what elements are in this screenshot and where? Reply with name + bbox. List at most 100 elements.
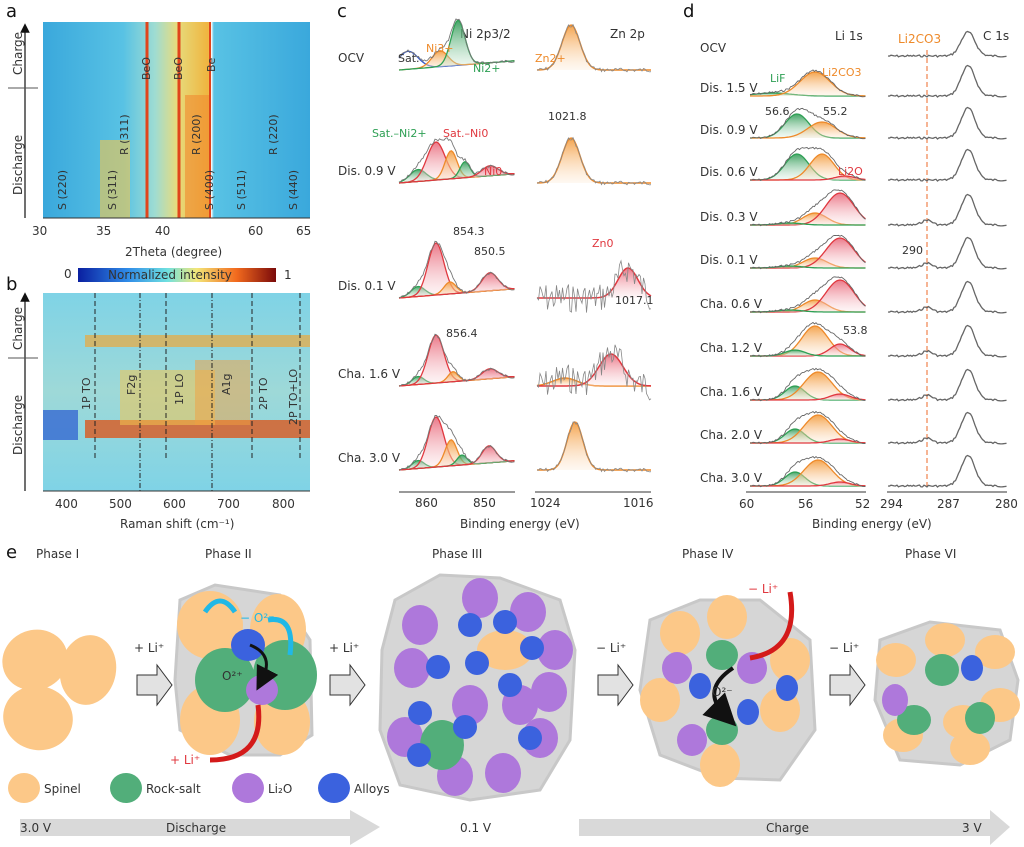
peak-fill: [750, 213, 866, 225]
c-xticks: 860 850 1024 1016: [415, 496, 654, 510]
xtick: 287: [937, 497, 960, 511]
panel-label-c: c: [337, 1, 347, 22]
row-label: OCV: [700, 41, 727, 55]
annot: S (511): [235, 170, 248, 210]
alloy-particle: [453, 715, 477, 739]
peak-fill: [399, 272, 515, 298]
discharge-start: 3.0 V: [20, 821, 52, 835]
rocksalt-particle: [706, 715, 738, 745]
spinel-particle: [59, 635, 117, 705]
alloy-particle: [465, 651, 489, 675]
peak-value: 850.5: [474, 245, 506, 258]
row-label: Dis. 0.1 V: [700, 253, 758, 267]
peak-fit: [750, 393, 866, 401]
li2o-particle: [882, 684, 908, 716]
li-spectrum: [749, 367, 866, 402]
li2o-particle: [662, 652, 692, 684]
xtick: 56: [798, 497, 813, 511]
row-label: Cha. 1.6 V: [338, 367, 401, 381]
c1s-spectrum: [887, 280, 1007, 314]
mode: 1P LO: [173, 373, 186, 405]
c-title: C 1s: [983, 29, 1009, 43]
xtick: 60: [248, 224, 263, 238]
annot: S (400): [203, 170, 216, 210]
peak-fill: [750, 300, 866, 312]
xtick: 600: [163, 497, 186, 511]
colorbar-max: 1: [284, 268, 292, 282]
rocksalt-particle: [706, 640, 738, 670]
mode: 1P TO: [80, 377, 93, 410]
peak-fill: [399, 20, 515, 70]
rocksalt-particle: [897, 705, 931, 735]
panel-label-d: d: [683, 1, 694, 22]
c1s-spectrum: [887, 411, 1007, 445]
peak-label: Ni2+: [473, 62, 501, 75]
peak-label: Li2CO3: [822, 66, 862, 79]
zn-spectrum: [536, 421, 652, 473]
raman-modes: 1P TO F2g 1P LO A1g 2P TO 2P TO+LO: [80, 369, 300, 425]
xtick: 1024: [530, 496, 561, 510]
peak-fill: [750, 344, 866, 356]
alloy-particle: [518, 726, 542, 750]
step-arrow: [597, 663, 634, 707]
colorbar-label: Normalized intensity: [108, 268, 232, 282]
c1s-spectrum: [887, 368, 1007, 402]
row-label: Dis. 0.3 V: [700, 210, 758, 224]
annot: BeO: [172, 57, 185, 80]
xtick: 400: [55, 497, 78, 511]
ylabel-discharge: Discharge: [11, 135, 25, 195]
alloy-particle: [426, 655, 450, 679]
raman-cold: [43, 410, 78, 440]
annot: S (311): [106, 170, 119, 210]
oxygen-out-arrow: [202, 598, 238, 614]
li2o-particle: [531, 672, 567, 712]
row-label: Dis. 0.6 V: [700, 165, 758, 179]
annot: S (220): [56, 170, 69, 210]
zn-title: Zn 2p: [610, 27, 645, 41]
row-label: Dis. 0.9 V: [338, 164, 396, 178]
c1s-spectrum: [887, 106, 1007, 140]
xtick: 500: [109, 497, 132, 511]
peak-fill: [537, 138, 651, 183]
oxygen-label: O²⁻: [712, 685, 733, 699]
xtick: 52: [855, 497, 870, 511]
row-label: Dis. 1.5 V: [700, 81, 758, 95]
xrd-hotspot: [100, 140, 130, 218]
spinel-particle: [640, 678, 680, 722]
xlabel-2theta: 2Theta (degree): [125, 245, 222, 259]
alloy-particle: [498, 673, 522, 697]
peak-fit: [750, 309, 866, 313]
spinel-particle: [925, 623, 965, 657]
annot: R (220): [267, 114, 280, 155]
zn-spectrum: [536, 259, 652, 313]
xrd-heatmap: [43, 22, 310, 218]
peak-fill: [750, 372, 866, 400]
alloy-particle: [776, 675, 798, 701]
spinel-particle: [950, 731, 990, 765]
peak-fill: [399, 417, 515, 470]
phase-title: Phase IV: [682, 547, 734, 561]
li-spectrum: [749, 455, 866, 488]
peak-fill: [750, 394, 866, 400]
li2o-particle: [452, 685, 488, 725]
mode-lines: [94, 293, 301, 491]
spinel-particle: [2, 629, 68, 691]
peak-label: Sat.: [398, 52, 420, 65]
ni-spectrum: [399, 333, 515, 387]
row-label: Cha. 3.0 V: [700, 471, 763, 485]
alloy-particle: [961, 655, 983, 681]
peak-fill: [537, 422, 651, 470]
li-title: Li 1s: [835, 29, 863, 43]
alloy-particle: [231, 629, 265, 661]
xtick: 280: [995, 497, 1018, 511]
ni-spectrum: [398, 18, 515, 65]
spinel-particle: [660, 611, 700, 655]
peak-fit: [537, 353, 652, 387]
li-spectrum: [749, 276, 866, 314]
peak-fill: [750, 72, 866, 96]
oxygen-in-label: O²⁺: [222, 669, 243, 683]
legend: Spinel Rock-salt Li₂O Alloys: [8, 773, 390, 803]
li-c-spectra: OCV Dis. 1.5 V Dis. 0.9 V Dis. 0.6 V Dis. 0.…: [700, 30, 1007, 488]
peak-fill: [399, 243, 515, 298]
annot: Be: [205, 57, 218, 72]
